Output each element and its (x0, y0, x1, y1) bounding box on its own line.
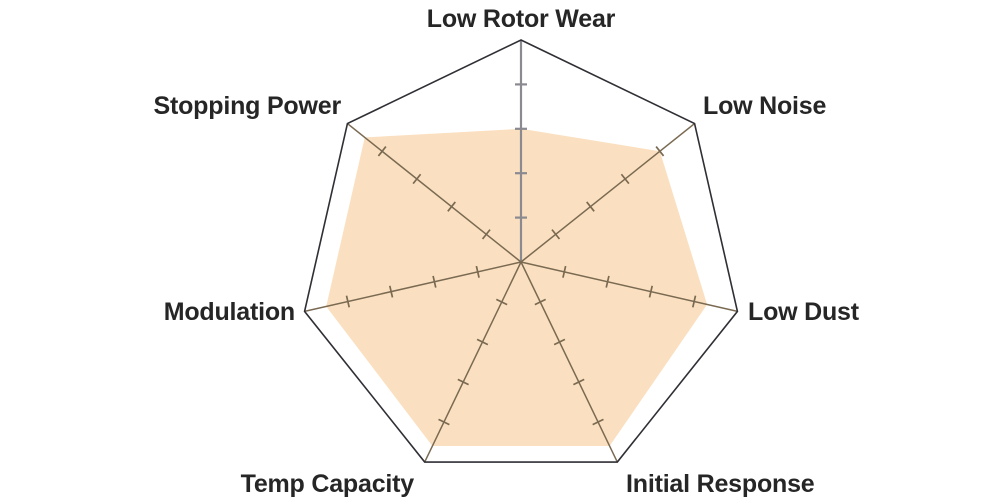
axis-ticks-layer (345, 83, 697, 426)
axis-tick (573, 378, 585, 386)
series-area-polygon (326, 128, 708, 447)
axis-tick (388, 285, 394, 298)
axis-label-stopping-power: Stopping Power (154, 92, 342, 120)
axis-tick (476, 338, 489, 346)
axis-tick (553, 338, 566, 346)
axis-spoke (304, 261, 522, 313)
axis-tick (495, 298, 508, 306)
axis-tick (438, 418, 450, 426)
axis-spoke (520, 123, 696, 263)
axis-label-modulation: Modulation (164, 298, 295, 326)
axis-tick (481, 229, 491, 240)
axis-tick (655, 146, 665, 157)
axis-tick (592, 418, 604, 426)
axis-label-low-dust: Low Dust (748, 298, 860, 326)
axis-label-low-rotor-wear: Low Rotor Wear (427, 5, 616, 33)
series-layer (326, 128, 708, 447)
axis-spoke (424, 261, 522, 463)
axis-label-initial-response: Initial Response (626, 470, 815, 498)
axis-spoke (520, 261, 618, 463)
axis-tick (345, 295, 351, 308)
axis-tick (412, 173, 422, 185)
axis-tick (648, 285, 654, 298)
axis-spokes-layer (304, 40, 738, 463)
axis-label-temp-capacity: Temp Capacity (241, 470, 415, 498)
axis-tick (534, 298, 547, 306)
axis-tick (432, 275, 437, 288)
axis-tick (447, 201, 456, 212)
axis-tick (377, 146, 387, 157)
axis-tick (605, 275, 610, 288)
axis-tick (586, 201, 595, 212)
axis-tick (691, 295, 697, 308)
axis-tick (457, 378, 469, 386)
axis-tick (551, 229, 561, 240)
axis-spoke (346, 123, 522, 263)
axis-spoke (520, 261, 738, 313)
axis-label-low-noise: Low Noise (703, 92, 827, 120)
axis-tick (620, 173, 630, 185)
axis-tick (475, 265, 480, 278)
outer-heptagon-outline (303, 39, 739, 463)
axis-tick (562, 265, 567, 278)
